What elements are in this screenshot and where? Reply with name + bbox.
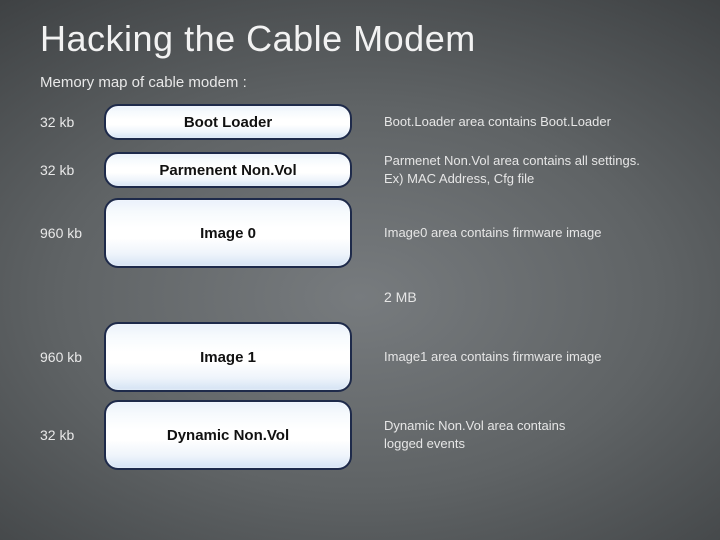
memory-gap: 2 MB xyxy=(40,275,686,319)
row-description: Image0 area contains firmware image xyxy=(384,224,686,242)
row-description: Parmenet Non.Vol area contains all setti… xyxy=(384,152,686,187)
memory-row-bootloader: 32 kb Boot Loader Boot.Loader area conta… xyxy=(40,101,686,143)
size-label: 32 kb xyxy=(40,427,96,443)
memory-block: Dynamic Non.Vol xyxy=(104,400,352,470)
memory-block: Image 0 xyxy=(104,198,352,268)
size-label: 32 kb xyxy=(40,114,96,130)
row-description: Image1 area contains firmware image xyxy=(384,348,686,366)
size-label: 960 kb xyxy=(40,349,96,365)
subtitle: Memory map of cable modem : xyxy=(40,74,686,91)
memory-block: Image 1 xyxy=(104,322,352,392)
memory-row-image0: 960 kb Image 0 Image0 area contains firm… xyxy=(40,197,686,269)
size-label: 32 kb xyxy=(40,162,96,178)
gap-label: 2 MB xyxy=(384,289,417,305)
size-label: 960 kb xyxy=(40,225,96,241)
memory-row-dynamic-nonvol: 32 kb Dynamic Non.Vol Dynamic Non.Vol ar… xyxy=(40,399,686,471)
row-description: Boot.Loader area contains Boot.Loader xyxy=(384,113,686,131)
memory-block: Boot Loader xyxy=(104,104,352,140)
memory-row-permanent-nonvol: 32 kb Parmenent Non.Vol Parmenet Non.Vol… xyxy=(40,149,686,191)
page-title: Hacking the Cable Modem xyxy=(40,18,686,60)
memory-row-image1: 960 kb Image 1 Image1 area contains firm… xyxy=(40,321,686,393)
memory-block: Parmenent Non.Vol xyxy=(104,152,352,188)
row-description: Dynamic Non.Vol area contains logged eve… xyxy=(384,417,686,452)
